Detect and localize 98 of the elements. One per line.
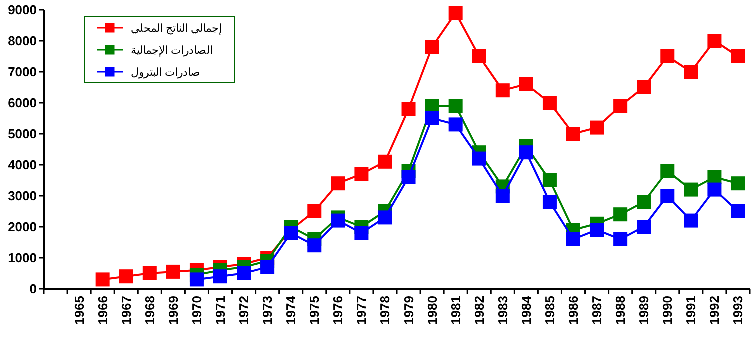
- point: [684, 65, 698, 79]
- point: [684, 214, 698, 228]
- point: [472, 50, 486, 64]
- point: [425, 112, 440, 126]
- point: [496, 84, 510, 98]
- point: [566, 232, 580, 246]
- x-tick-label: 1987: [590, 296, 605, 325]
- point: [731, 204, 746, 218]
- point: [708, 34, 722, 48]
- y-tick-label: 9000: [8, 2, 37, 18]
- point: [119, 270, 134, 284]
- point: [684, 182, 698, 197]
- x-tick-label: 1976: [330, 296, 346, 325]
- point: [708, 182, 722, 197]
- point: [519, 146, 534, 160]
- point: [590, 120, 604, 135]
- point: [614, 208, 628, 222]
- point: [166, 264, 180, 279]
- x-tick-label: 1969: [166, 296, 181, 325]
- y-tick-label: 1000: [8, 250, 37, 266]
- point: [448, 99, 463, 114]
- point: [519, 77, 534, 92]
- x-tick-label: 1980: [424, 296, 440, 325]
- point: [308, 238, 322, 253]
- point: [190, 272, 204, 287]
- legend-label: الصادرات الإجمالية: [131, 45, 214, 57]
- x-tick-label: 1968: [142, 296, 158, 325]
- point: [284, 226, 298, 240]
- y-tick-label: 8000: [8, 34, 37, 48]
- point: [590, 223, 604, 238]
- point: [214, 270, 228, 284]
- point: [637, 220, 652, 234]
- x-tick-label: 1990: [660, 296, 676, 325]
- x-tick-label: 1975: [307, 296, 322, 325]
- point: [660, 164, 675, 178]
- point: [448, 118, 463, 132]
- x-tick-label: 1985: [542, 296, 558, 325]
- point: [448, 6, 463, 20]
- point: [402, 170, 416, 184]
- y-tick-label: 6000: [8, 96, 37, 110]
- point: [308, 204, 322, 218]
- point: [542, 195, 557, 210]
- x-tick-label: 1991: [684, 296, 699, 325]
- point: [731, 176, 746, 191]
- x-tick-label: 1967: [118, 296, 134, 325]
- y-tick-label: 0: [30, 282, 37, 296]
- point: [354, 226, 369, 240]
- point: [542, 96, 557, 110]
- point: [472, 152, 486, 166]
- x-tick-label: 1965: [72, 296, 87, 325]
- x-tick-label: 1982: [472, 296, 487, 325]
- point: [331, 176, 346, 191]
- point: [731, 50, 746, 64]
- point: [637, 80, 652, 94]
- x-tick-label: 1984: [518, 295, 534, 325]
- x-tick-label: 1971: [213, 296, 228, 325]
- x-tick-label: 1988: [613, 296, 628, 325]
- x-tick-label: 1966: [95, 296, 110, 325]
- point: [425, 40, 440, 54]
- x-tick-label: 1974: [284, 295, 299, 325]
- x-tick-label: 1981: [448, 296, 464, 325]
- point: [542, 174, 557, 188]
- x-tick-label: 1989: [636, 296, 652, 325]
- point: [237, 266, 252, 280]
- point: [331, 214, 346, 228]
- x-tick-label: 1979: [401, 296, 416, 325]
- x-tick-label: 1992: [707, 296, 722, 325]
- x-tick-label: 1972: [236, 296, 252, 325]
- point: [708, 170, 722, 184]
- point: [496, 189, 510, 203]
- x-tick-label: 1973: [260, 296, 276, 325]
- y-tick-label: 5000: [8, 126, 37, 142]
- x-tick-label: 1993: [730, 296, 746, 325]
- point: [614, 232, 628, 246]
- y-tick-label: 3000: [8, 188, 37, 204]
- point: [142, 266, 157, 280]
- legend-label: إجمالي الناتج المحلي: [131, 23, 222, 35]
- point: [566, 127, 580, 141]
- y-tick-label: 4000: [8, 158, 37, 172]
- x-tick-label: 1986: [566, 296, 581, 325]
- x-tick-label: 1970: [189, 296, 204, 325]
- point: [378, 154, 392, 169]
- point: [660, 189, 675, 203]
- y-tick-label: 7000: [8, 64, 37, 80]
- point: [660, 50, 675, 64]
- legend-label: صادرات البترول: [131, 67, 200, 79]
- point: [402, 102, 416, 116]
- x-tick-label: 1978: [378, 296, 393, 325]
- point: [637, 195, 652, 210]
- point: [354, 167, 369, 182]
- x-tick-label: 1977: [354, 296, 370, 325]
- y-tick-label: 2000: [8, 220, 37, 234]
- point: [425, 99, 440, 114]
- point: [614, 99, 628, 114]
- point: [96, 272, 110, 287]
- point: [260, 260, 275, 274]
- point: [378, 210, 392, 225]
- x-tick-label: 1983: [495, 296, 510, 325]
